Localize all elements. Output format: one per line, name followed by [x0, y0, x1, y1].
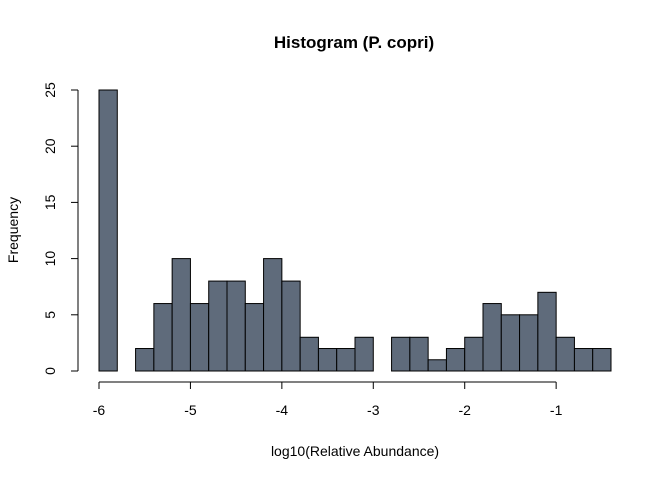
histogram-bar: [482, 303, 502, 372]
x-tick-label: -6: [93, 402, 106, 418]
y-tick-label: 10: [42, 251, 58, 267]
histogram-bar: [244, 303, 265, 372]
histogram-bar: [153, 303, 173, 372]
y-tick-label: 20: [42, 138, 58, 154]
y-tick-label: 5: [42, 311, 58, 319]
histogram-bar: [537, 291, 557, 372]
x-axis: -6 -5 -4 -3 -2 -1: [93, 381, 563, 418]
y-tick-label: 15: [42, 194, 58, 210]
x-axis-label: log10(Relative Abundance): [271, 443, 439, 459]
histogram-bar: [336, 348, 356, 372]
bars-group: [98, 89, 612, 372]
x-tick-label: -2: [458, 402, 471, 418]
histogram-bar: [592, 348, 612, 372]
histogram-bar: [281, 280, 301, 372]
y-tick-label: 25: [42, 82, 58, 98]
histogram-bar: [208, 280, 228, 372]
y-axis: 0 5 10 15 20 25: [42, 82, 79, 375]
x-tick-label: -5: [184, 402, 197, 418]
histogram-bar: [409, 336, 429, 372]
y-axis-label: Frequency: [5, 197, 21, 263]
histogram-bar: [555, 336, 575, 372]
histogram-bar: [189, 303, 210, 372]
histogram-bar: [171, 258, 191, 372]
y-tick-label: 0: [42, 367, 58, 375]
histogram-bar: [317, 348, 338, 372]
histogram-bar: [464, 336, 484, 372]
histogram-bar: [573, 348, 594, 372]
histogram-bar: [263, 258, 283, 372]
chart-title: Histogram (P. copri): [274, 33, 434, 52]
histogram-bar: [519, 314, 539, 372]
x-tick-label: -3: [367, 402, 380, 418]
histogram-bar: [226, 280, 246, 372]
histogram-bar: [299, 336, 319, 372]
x-tick-label: -4: [276, 402, 289, 418]
histogram-bar: [135, 348, 155, 372]
x-tick-label: -1: [550, 402, 563, 418]
histogram-bar: [445, 348, 466, 372]
histogram-bar: [354, 336, 374, 372]
histogram-bar: [391, 336, 411, 372]
histogram-bar: [500, 314, 521, 372]
histogram-bar: [427, 359, 447, 372]
histogram-bar: [98, 89, 118, 372]
